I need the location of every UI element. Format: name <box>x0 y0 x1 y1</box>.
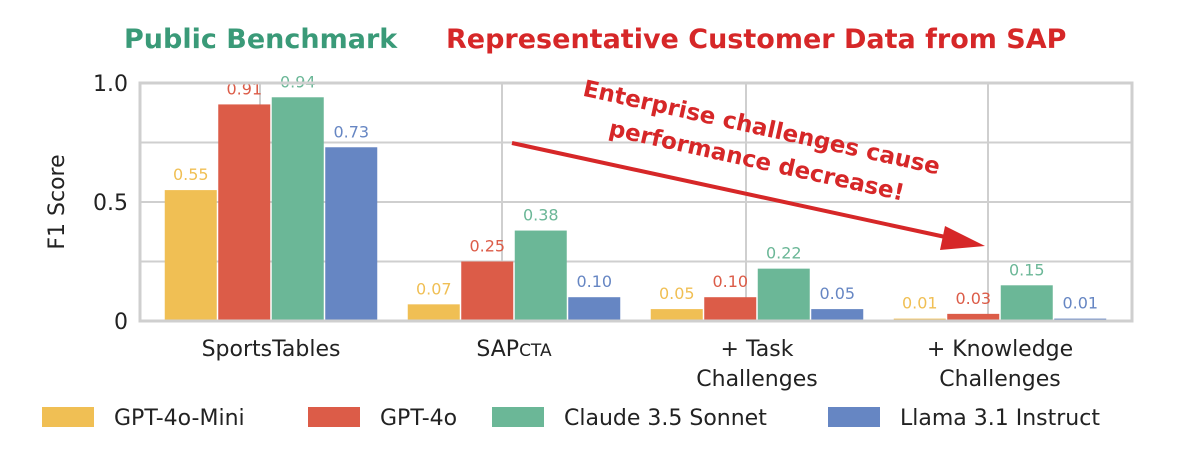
bar-gpt-4o-mini-0 <box>164 190 217 321</box>
bar-llama-3-1-instruct-1 <box>568 297 621 321</box>
data-label: 0.55 <box>173 165 209 184</box>
x-tick-label: SAPCTA <box>476 337 552 362</box>
legend-label: Claude 3.5 Sonnet <box>564 406 767 431</box>
bar-gpt-4o-mini-1 <box>407 304 460 321</box>
bar-claude-3-5-sonnet-2 <box>757 268 810 321</box>
plot-border <box>138 81 1134 323</box>
data-label: 0.05 <box>659 284 695 303</box>
bar-gpt-4o-0 <box>218 104 271 321</box>
annotation-arrow <box>511 141 951 240</box>
legend-swatch <box>828 407 880 427</box>
bar-gpt-4o-mini-2 <box>650 309 703 321</box>
x-axis: SportsTables SAPCTA + Task Challenges + Know… <box>202 337 1074 392</box>
data-label: 0.05 <box>819 284 855 303</box>
data-label: 0.73 <box>333 122 369 141</box>
data-label: 0.25 <box>469 237 505 256</box>
x-tick-label: SportsTables <box>202 337 341 362</box>
legend-swatch <box>492 407 544 427</box>
bar-gpt-4o-3 <box>947 313 1000 321</box>
x-tick-label: Challenges <box>696 367 817 392</box>
data-label: 0.01 <box>1062 294 1098 313</box>
data-label: 0.01 <box>902 294 938 313</box>
data-label: 0.07 <box>416 279 452 298</box>
annotation-arrowhead <box>940 226 985 250</box>
data-label: 0.15 <box>1009 260 1045 279</box>
data-label: 0.03 <box>955 289 991 308</box>
legend-label: Llama 3.1 Instruct <box>900 406 1100 431</box>
y-tick-label: 1.0 <box>93 72 128 97</box>
legend: GPT-4o-Mini GPT-4o Claude 3.5 Sonnet Llama … <box>42 406 1100 431</box>
x-tick-label: Challenges <box>939 367 1060 392</box>
data-label: 0.10 <box>576 272 612 291</box>
data-label: 0.10 <box>712 272 748 291</box>
bar-gpt-4o-2 <box>704 297 757 321</box>
y-axis-label: F1 Score <box>45 154 70 249</box>
chart-titles: Public Benchmark Representative Customer … <box>124 24 1066 55</box>
y-tick-label: 0 <box>114 310 128 335</box>
data-label: 0.38 <box>523 206 559 225</box>
legend-label: GPT-4o <box>380 406 457 431</box>
plot-frame <box>138 81 1134 323</box>
bar-llama-3-1-instruct-2 <box>811 309 864 321</box>
x-tick-label: + Task <box>721 337 794 362</box>
bar-claude-3-5-sonnet-0 <box>271 97 324 321</box>
x-tick-label: + Knowledge <box>927 337 1073 362</box>
chart-title-1: Representative Customer Data from SAP <box>446 24 1066 55</box>
chart-title-0: Public Benchmark <box>124 24 398 55</box>
data-label: 0.22 <box>766 244 802 263</box>
y-axis: 0 0.5 1.0 F1 Score <box>45 72 128 335</box>
bar-claude-3-5-sonnet-1 <box>514 230 567 321</box>
legend-label: GPT-4o-Mini <box>114 406 245 431</box>
y-tick-label: 0.5 <box>93 191 128 216</box>
bar-claude-3-5-sonnet-3 <box>1000 285 1053 321</box>
bar-llama-3-1-instruct-0 <box>325 147 378 321</box>
legend-swatch <box>308 407 360 427</box>
legend-swatch <box>42 407 94 427</box>
bar-gpt-4o-1 <box>461 261 514 321</box>
